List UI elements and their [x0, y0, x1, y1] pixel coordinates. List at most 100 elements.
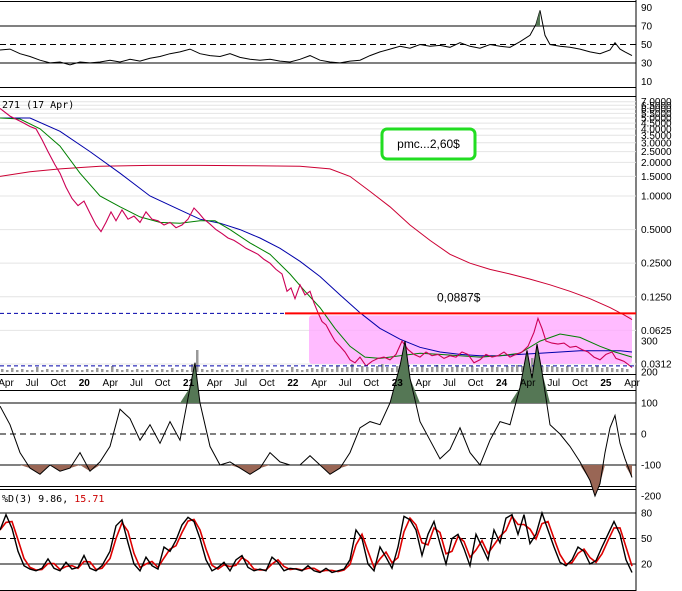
price-tick-label: 2.0000: [641, 158, 672, 169]
volume-bar: [311, 368, 314, 372]
x-tick-label: Apr: [0, 378, 14, 389]
x-tick-label: Jul: [443, 378, 456, 389]
cci-negative-fill: [595, 465, 600, 496]
volume-bar: [576, 368, 579, 372]
moving-average-mid: [0, 117, 633, 357]
price-line: [0, 107, 633, 368]
x-tick-label: Jul: [234, 378, 247, 389]
volume-bar: [201, 369, 204, 372]
volume-bar: [411, 368, 414, 372]
cci-tick-label: 200: [641, 368, 658, 379]
stoch-value-d: 15.71: [74, 494, 104, 505]
volume-bar: [541, 366, 544, 372]
volume-bar: [226, 370, 229, 372]
volume-bar: [611, 368, 614, 372]
volume-bar: [486, 368, 489, 372]
price-tick-label: 0.5000: [641, 225, 672, 236]
stoch-sep: ,: [62, 494, 74, 505]
x-tick-label: Apr: [520, 378, 536, 389]
volume-bar: [591, 367, 594, 372]
price-tick-label: 5.0000: [641, 114, 672, 125]
volume-bar: [461, 368, 464, 372]
cci-positive-fill: [532, 344, 537, 403]
volume-bar: [206, 370, 209, 372]
volume-bar: [321, 367, 324, 372]
cci-negative-fill: [590, 465, 595, 496]
x-tick-label: Oct: [259, 378, 275, 389]
price-tick-label: 3.5000: [641, 131, 672, 142]
volume-bar: [376, 366, 379, 372]
x-tick-label: Jul: [547, 378, 560, 389]
volume-bar: [566, 366, 569, 372]
volume-bar: [306, 369, 309, 372]
top-indicator-line: [0, 10, 633, 66]
volume-bar: [416, 367, 419, 372]
volume-bar: [271, 369, 274, 372]
stoch-value-k: 9.86: [38, 494, 62, 505]
x-tick-label: Jul: [130, 378, 143, 389]
stoch-k-line: [0, 510, 633, 574]
volume-bar: [146, 370, 149, 372]
stochastic-indicator-panel: [0, 510, 636, 574]
volume-bar: [6, 370, 9, 372]
volume-bar: [21, 369, 24, 372]
cci-positive-fill: [510, 387, 520, 403]
cci-positive-fill: [520, 350, 527, 403]
cci-positive-fill: [400, 341, 405, 403]
cci-tick-label: -200: [641, 492, 661, 503]
volume-bar: [421, 366, 424, 372]
volume-bar: [151, 369, 154, 372]
cci-negative-fill: [240, 465, 250, 475]
volume-bar: [446, 368, 449, 372]
volume-bar: [31, 370, 34, 372]
volume-bar: [351, 364, 354, 372]
volume-bar: [496, 367, 499, 372]
axis-labels: 0.0312 0.0625 0.1250 0.2500 0.5000 1.0000 1.50…: [0, 3, 672, 570]
top-indicator-panel: [0, 10, 636, 66]
volume-bar: [561, 368, 564, 372]
volume-bar: [46, 369, 49, 372]
price-tick-label: 0.0625: [641, 326, 672, 337]
price-tick-label: 2.5000: [641, 147, 672, 158]
volume-bar: [456, 366, 459, 372]
x-tick-label: Jul: [339, 378, 352, 389]
price-series-layer: [0, 107, 633, 368]
volume-bar: [136, 369, 139, 372]
volume-bar: [36, 367, 39, 372]
volume-bar: [116, 369, 119, 372]
volume-bar: [286, 370, 289, 372]
volume-bar: [346, 367, 349, 372]
volume-bar: [76, 370, 79, 372]
cci-negative-fill: [250, 465, 260, 475]
price-zone-layer: [309, 315, 632, 364]
price-tick-label: 6.5000: [641, 101, 672, 112]
cci-negative-fill: [230, 465, 240, 469]
volume-bar: [176, 370, 179, 372]
volume-bar: [336, 366, 339, 372]
price-tick-label: 5.5000: [641, 109, 672, 120]
stoch-tick-label: 50: [641, 534, 653, 545]
volume-bar: [511, 367, 514, 372]
volume-bar: [196, 350, 199, 372]
volume-bar: [506, 366, 509, 372]
cci-positive-fill: [537, 344, 542, 403]
volume-bar: [556, 367, 559, 372]
price-tick-label: 1.5000: [641, 172, 672, 183]
volume-bar: [111, 366, 114, 372]
volume-bar: [256, 370, 259, 372]
volume-bar: [241, 368, 244, 372]
top-indicator-overbought-fill: [536, 10, 540, 27]
moving-average-short: [0, 117, 633, 359]
volume-bar: [131, 370, 134, 372]
volume-bar: [156, 370, 159, 372]
price-tick-label: 1.0000: [641, 192, 672, 203]
volume-bar: [431, 367, 434, 372]
volume-bar: [616, 369, 619, 372]
volume-bar: [26, 370, 29, 372]
volume-bar: [621, 368, 624, 372]
x-tick-label: Oct: [572, 378, 588, 389]
cci-negative-fill: [70, 465, 80, 469]
volume-bar: [221, 369, 224, 372]
cci-tick-label: 100: [641, 399, 658, 410]
volume-bar: [251, 369, 254, 372]
